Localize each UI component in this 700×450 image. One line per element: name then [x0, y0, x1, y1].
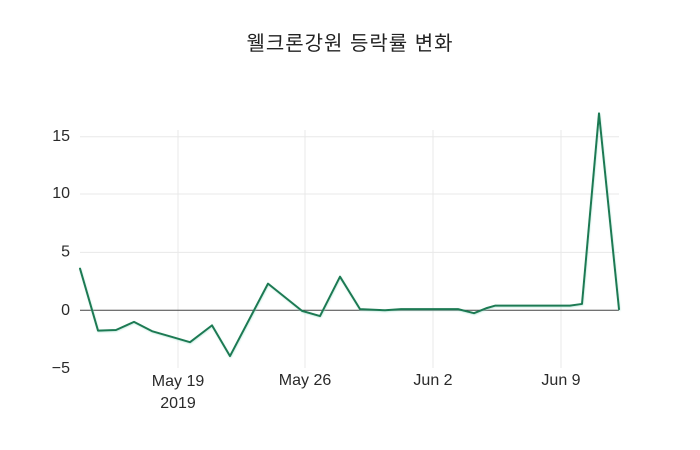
svg-text:0: 0 [61, 302, 70, 319]
svg-text:15: 15 [52, 128, 70, 145]
svg-text:2019: 2019 [160, 395, 196, 412]
svg-text:5: 5 [61, 244, 70, 261]
svg-text:10: 10 [52, 185, 70, 202]
svg-text:−5: −5 [52, 360, 70, 377]
svg-text:Jun 2: Jun 2 [413, 372, 452, 389]
svg-text:Jun 9: Jun 9 [541, 372, 580, 389]
svg-text:May 26: May 26 [279, 372, 332, 389]
svg-text:May 19: May 19 [152, 373, 205, 390]
